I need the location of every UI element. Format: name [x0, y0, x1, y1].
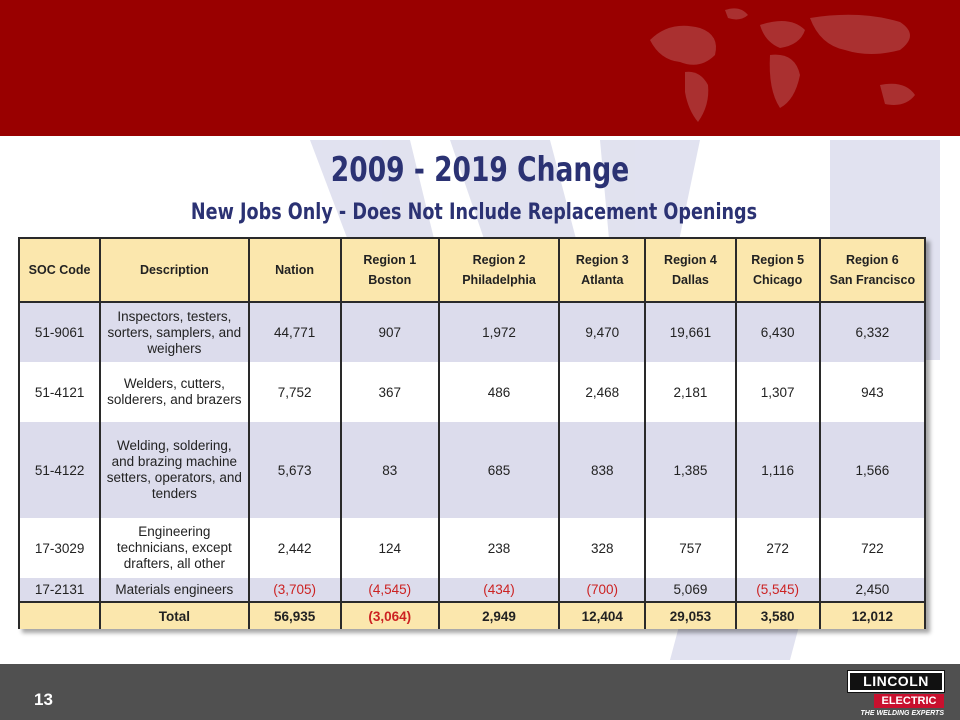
region-1-cell: (4,545)	[339, 578, 439, 602]
header-region-3: Region 3 Atlanta	[558, 239, 646, 303]
region-2-cell: 685	[437, 422, 560, 518]
soc-code-cell: 51-4122	[20, 422, 101, 518]
description-cell: Materials engineers	[99, 578, 249, 602]
total-region-3-cell: 12,404	[558, 601, 646, 629]
soc-code-cell: 17-2131	[20, 578, 101, 602]
header-region-4: Region 4 Dallas	[644, 239, 736, 303]
region-5-cell: 272	[734, 518, 820, 578]
total-region-2-cell: 2,949	[437, 601, 560, 629]
total-region-1-cell: (3,064)	[339, 601, 439, 629]
top-banner	[0, 0, 960, 136]
table-row: 17-2131 Materials engineers (3,705) (4,5…	[20, 578, 924, 602]
logo-line-1: LINCOLN	[847, 670, 945, 693]
description-cell: Welders, cutters, solderers, and brazers	[99, 362, 249, 422]
table-row: 51-9061 Inspectors, testers, sorters, sa…	[20, 302, 924, 362]
region-6-cell: 6,332	[818, 302, 924, 362]
region-3-cell: (700)	[558, 578, 646, 602]
data-table: SOC Code Description Nation Region 1 Bost…	[18, 237, 926, 629]
nation-cell: 7,752	[247, 362, 341, 422]
total-row: Total 56,935 (3,064) 2,949 12,404 29,053…	[20, 601, 924, 629]
region-2-cell: 486	[437, 362, 560, 422]
logo-line-2: ELECTRIC	[874, 694, 944, 708]
table-row: 17-3029 Engineering technicians, except …	[20, 518, 924, 578]
description-cell: Welding, soldering, and brazing machine …	[99, 422, 249, 518]
region-5-cell: (5,545)	[734, 578, 820, 602]
region-6-cell: 722	[818, 518, 924, 578]
region-3-cell: 2,468	[558, 362, 646, 422]
region-4-cell: 1,385	[644, 422, 736, 518]
header-region-1: Region 1 Boston	[339, 239, 439, 303]
region-5-cell: 6,430	[734, 302, 820, 362]
slide-title: 2009 - 2019 Change	[330, 150, 630, 190]
nation-cell: 5,673	[247, 422, 341, 518]
footer-bar	[0, 664, 960, 720]
total-soc-cell	[20, 601, 101, 629]
region-2-cell: 238	[437, 518, 560, 578]
header-description: Description	[99, 239, 249, 303]
table-row: 51-4122 Welding, soldering, and brazing …	[20, 422, 924, 518]
region-2-cell: 1,972	[437, 302, 560, 362]
slide-subtitle: New Jobs Only - Does Not Include Replace…	[190, 200, 758, 225]
nation-cell: (3,705)	[247, 578, 341, 602]
region-1-cell: 124	[339, 518, 439, 578]
lincoln-electric-logo: LINCOLN ELECTRIC THE WELDING EXPERTS	[847, 670, 945, 717]
header-nation: Nation	[247, 239, 341, 303]
total-label-cell: Total	[99, 601, 249, 629]
region-2-cell: (434)	[437, 578, 560, 602]
nation-cell: 44,771	[247, 302, 341, 362]
region-3-cell: 9,470	[558, 302, 646, 362]
region-1-cell: 83	[339, 422, 439, 518]
total-region-5-cell: 3,580	[734, 601, 820, 629]
region-4-cell: 5,069	[644, 578, 736, 602]
soc-code-cell: 51-4121	[20, 362, 101, 422]
region-4-cell: 2,181	[644, 362, 736, 422]
region-5-cell: 1,116	[734, 422, 820, 518]
region-4-cell: 757	[644, 518, 736, 578]
total-nation-cell: 56,935	[247, 601, 341, 629]
region-5-cell: 1,307	[734, 362, 820, 422]
description-cell: Inspectors, testers, sorters, samplers, …	[99, 302, 249, 362]
total-region-4-cell: 29,053	[644, 601, 736, 629]
nation-cell: 2,442	[247, 518, 341, 578]
region-4-cell: 19,661	[644, 302, 736, 362]
region-3-cell: 838	[558, 422, 646, 518]
table-header-row: SOC Code Description Nation Region 1 Bost…	[20, 239, 924, 303]
table-row: 51-4121 Welders, cutters, solderers, and…	[20, 362, 924, 422]
soc-code-cell: 17-3029	[20, 518, 101, 578]
region-1-cell: 907	[339, 302, 439, 362]
header-region-5: Region 5 Chicago	[734, 239, 820, 303]
region-1-cell: 367	[339, 362, 439, 422]
total-region-6-cell: 12,012	[818, 601, 924, 629]
header-region-6: Region 6 San Francisco	[818, 239, 924, 303]
logo-tagline: THE WELDING EXPERTS	[860, 710, 945, 717]
world-map-graphic	[650, 8, 915, 122]
description-cell: Engineering technicians, except drafters…	[99, 518, 249, 578]
header-region-2: Region 2 Philadelphia	[437, 239, 560, 303]
soc-code-cell: 51-9061	[20, 302, 101, 362]
region-6-cell: 1,566	[818, 422, 924, 518]
region-6-cell: 943	[818, 362, 924, 422]
region-6-cell: 2,450	[818, 578, 924, 602]
header-soc-code: SOC Code	[20, 239, 101, 303]
region-3-cell: 328	[558, 518, 646, 578]
slide-number: 13	[34, 690, 53, 709]
